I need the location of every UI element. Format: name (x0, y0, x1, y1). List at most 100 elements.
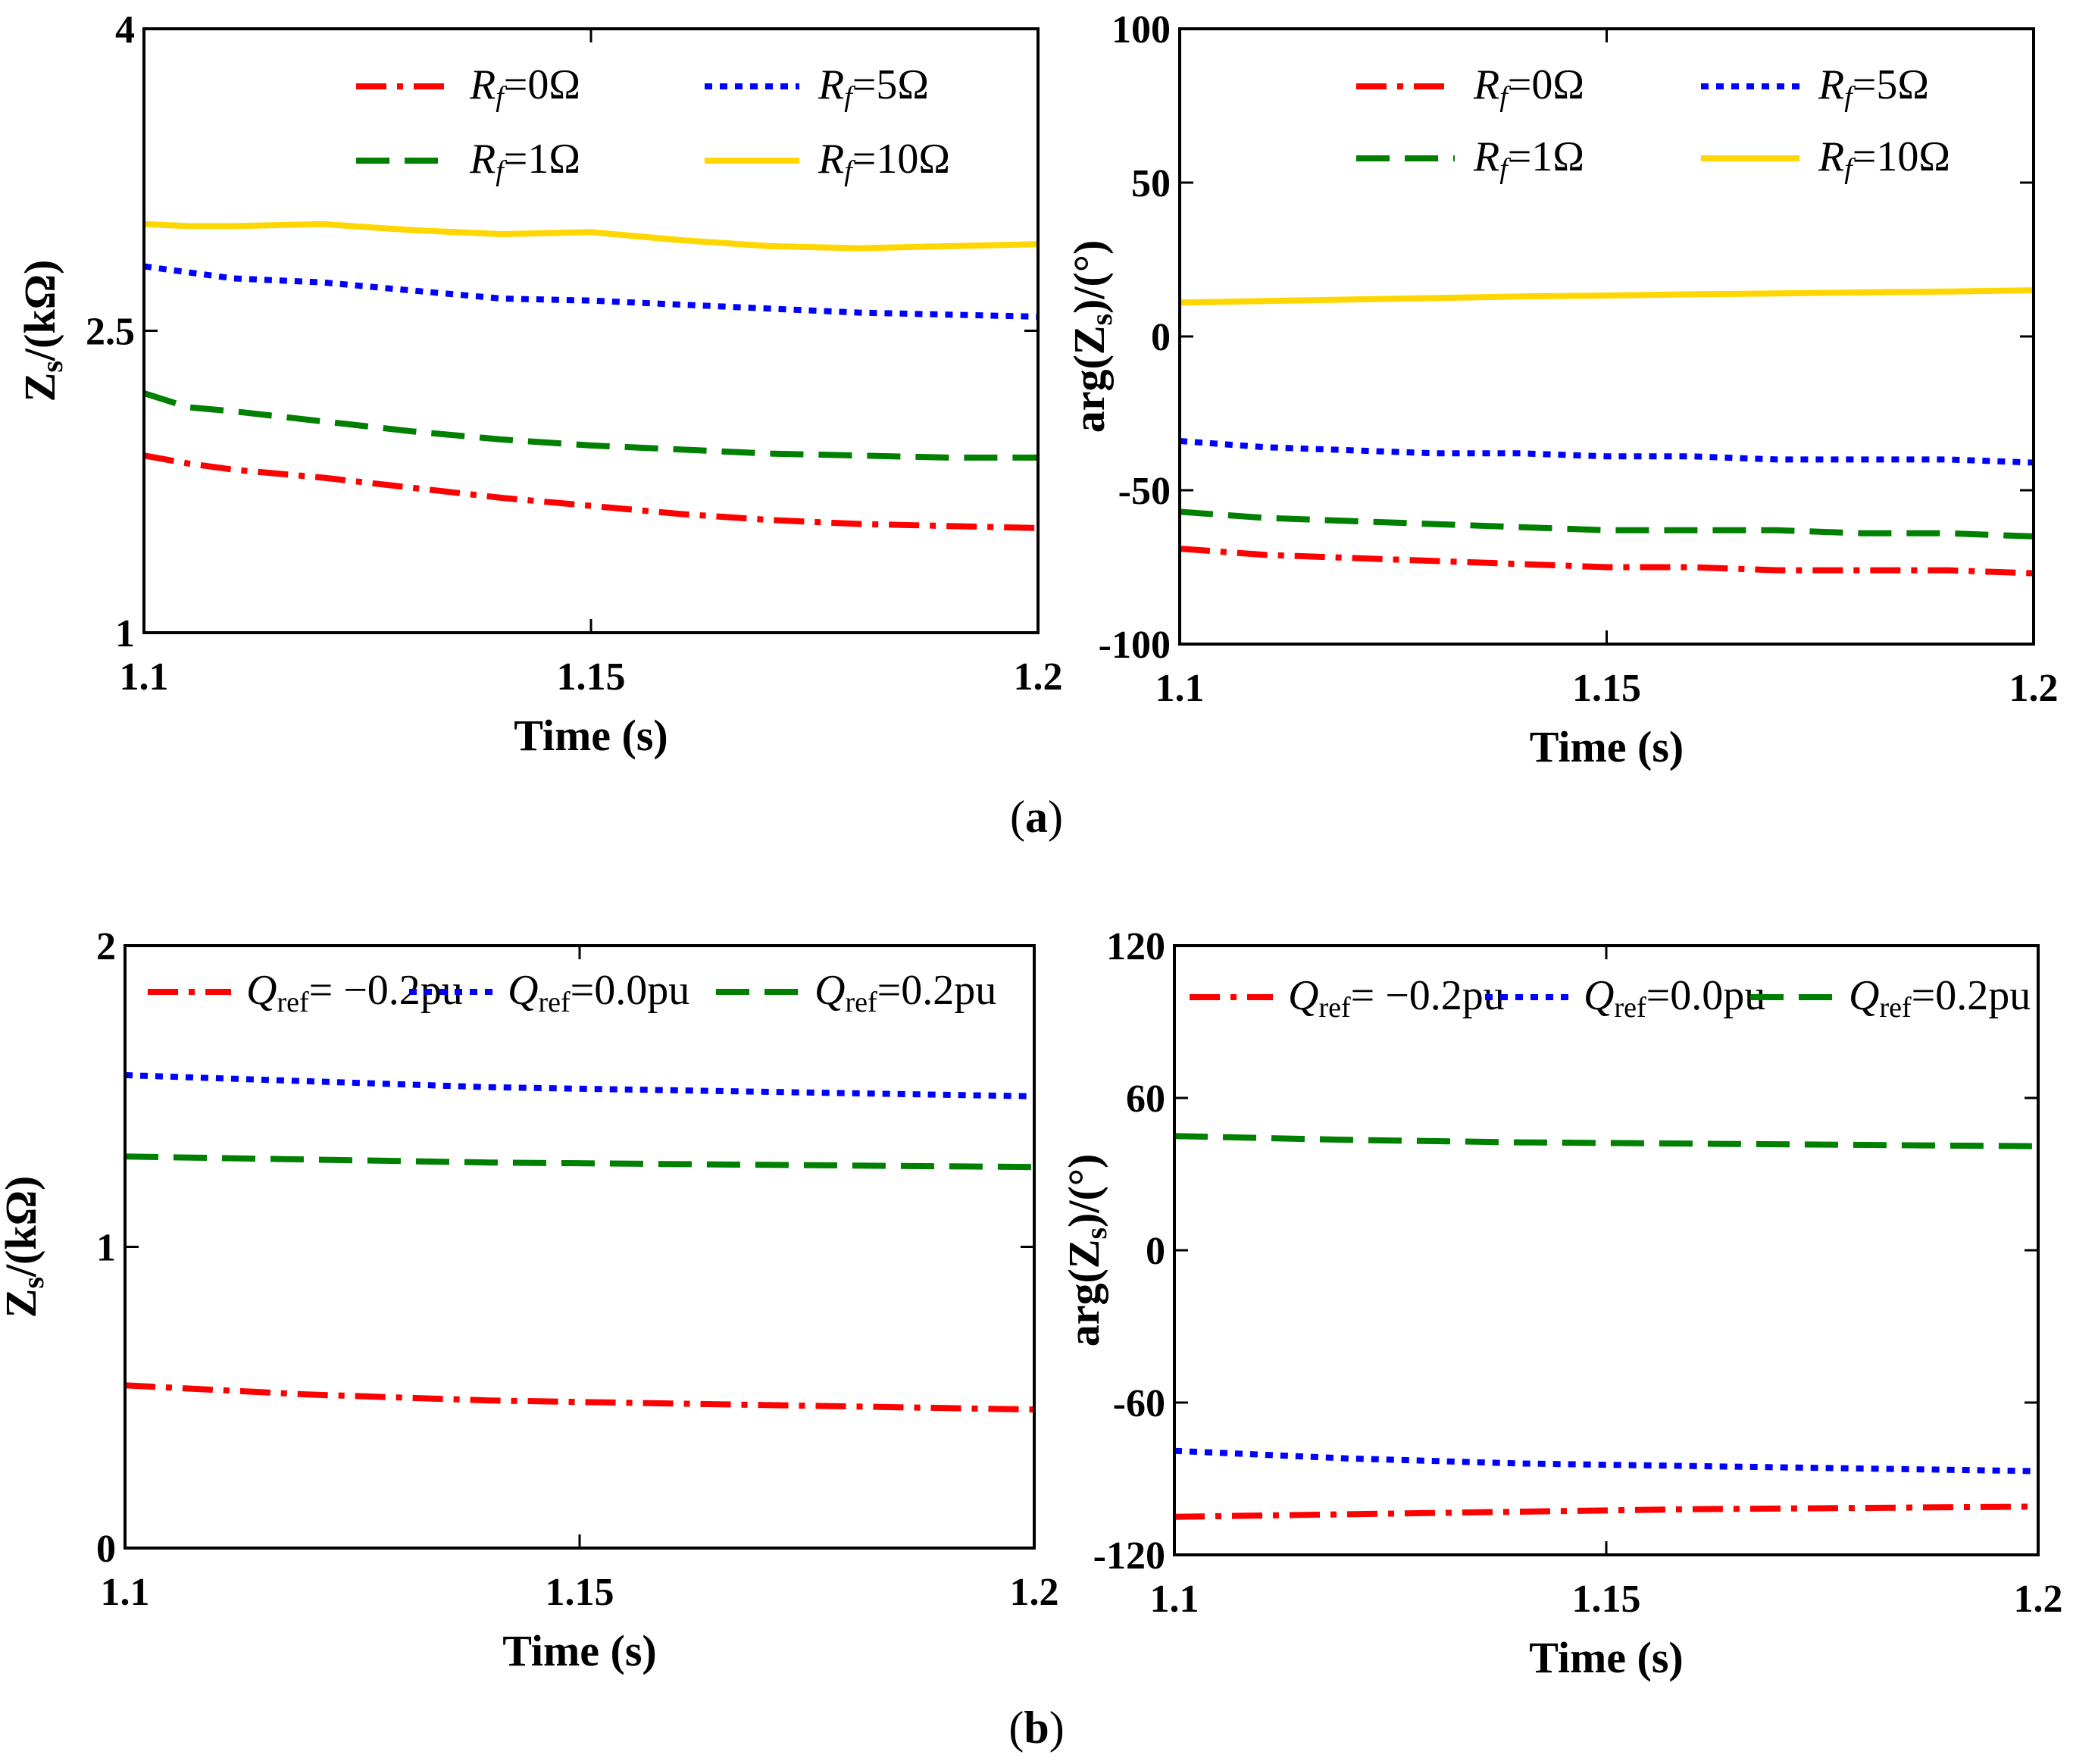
legend-label-1: Qref=0.0pu (508, 967, 689, 1018)
y-tick-label: 0 (1146, 1230, 1165, 1273)
series-line-3 (143, 220, 1039, 252)
x-tick-label: 1.2 (2014, 1578, 2063, 1621)
x-tick-label: 1.1 (1155, 667, 1205, 710)
y-axis-label-part: /(kΩ) (15, 260, 64, 361)
legend-subscript: ref (1318, 992, 1351, 1024)
series-line-0 (124, 1382, 1035, 1413)
legend-subscript: ref (1879, 992, 1912, 1024)
legend-label-2: Rf=5Ω (818, 61, 929, 113)
y-axis-label-part: arg(Z (1065, 326, 1114, 433)
y-axis-label-part: )/(°) (1065, 240, 1114, 314)
legend-label-0: Qref= −0.2pu (246, 967, 463, 1018)
legend-symbol: R (818, 136, 844, 183)
legend-value: =5Ω (852, 61, 929, 108)
x-tick-label: 1.15 (546, 1571, 614, 1614)
legend-label-2: Rf=5Ω (1818, 61, 1929, 113)
x-axis-label: Time (s) (1529, 1633, 1684, 1682)
x-tick-label: 1.1 (1150, 1578, 1199, 1621)
series-line-1 (1174, 1447, 2039, 1475)
legend-label-0: Qref= −0.2pu (1288, 972, 1505, 1024)
y-axis-label: arg(Zs)/(°) (1059, 1154, 1113, 1347)
y-axis-label-sub: s (1084, 314, 1118, 326)
series-line-3 (1179, 287, 2034, 306)
legend-label-2: Qref=0.2pu (1849, 972, 2031, 1024)
subfigure-paren: ( (1010, 792, 1025, 842)
series-line-2 (1174, 1133, 2039, 1149)
y-tick-label: -100 (1099, 624, 1171, 667)
legend-label-1: Rf=1Ω (469, 136, 580, 187)
y-axis-label-part: arg(Z (1059, 1240, 1108, 1347)
x-tick-label: 1.2 (2009, 667, 2059, 710)
legend-symbol: R (469, 136, 496, 183)
subfigure-letter: a (1025, 792, 1048, 842)
subfigure-paren: ) (1048, 792, 1063, 842)
legend-label-0: Rf=0Ω (1473, 61, 1584, 113)
plot-frame (1173, 944, 2040, 1556)
legend-symbol: Q (815, 967, 845, 1014)
series-line-2 (1179, 438, 2034, 466)
y-axis-label-part: )/(°) (1059, 1154, 1108, 1228)
x-tick-label: 1.15 (1572, 1578, 1641, 1621)
legend-value: =0.2pu (1912, 972, 2031, 1019)
legend-value: =0Ω (1508, 61, 1584, 108)
subfigure-label-a: (a) (1010, 792, 1063, 842)
y-tick-label: 0 (1151, 316, 1171, 359)
y-tick-label: 4 (115, 8, 135, 52)
legend-symbol: Q (1288, 972, 1318, 1019)
y-axis-label-sub: s (35, 361, 69, 373)
legend-value: =0.0pu (1646, 972, 1766, 1019)
plot-frame (124, 944, 1036, 1550)
x-axis-label: Time (s) (502, 1626, 657, 1675)
y-tick-label: 1 (96, 1227, 116, 1270)
legend-symbol: Q (508, 967, 538, 1014)
y-axis-label: Zs/(kΩ) (0, 1176, 50, 1318)
y-tick-label: 120 (1106, 925, 1165, 968)
y-axis-label-part: Z (0, 1289, 45, 1318)
x-axis-label: Time (s) (1530, 722, 1684, 771)
legend-label-2: Qref=0.2pu (815, 967, 996, 1018)
y-tick-label: 100 (1112, 8, 1171, 52)
y-axis-label: arg(Zs)/(°) (1065, 240, 1118, 433)
legend-subscript: ref (1614, 992, 1646, 1024)
legend-value: =10Ω (852, 136, 950, 183)
series-line-0 (1174, 1503, 2039, 1520)
x-axis-label: Time (s) (514, 711, 668, 760)
subfigure-paren: ( (1008, 1703, 1024, 1753)
legend-value: =10Ω (1853, 133, 1950, 180)
y-axis-label-sub: s (16, 1277, 50, 1289)
legend-subscript: ref (845, 987, 877, 1018)
y-axis-label-sub: s (1079, 1228, 1113, 1240)
series-line-2 (143, 263, 1039, 320)
y-axis-label: Zs/(kΩ) (15, 260, 69, 402)
x-tick-label: 1.2 (1010, 1571, 1059, 1614)
legend-label-1: Rf=1Ω (1473, 133, 1584, 185)
legend-value: =0Ω (504, 61, 580, 108)
legend-symbol: Q (1849, 972, 1879, 1019)
series-line-1 (1179, 508, 2034, 540)
legend-label-1: Qref=0.0pu (1584, 972, 1765, 1024)
y-tick-label: 60 (1126, 1077, 1165, 1121)
series-line-0 (143, 452, 1039, 531)
plot-frame (1178, 27, 2035, 646)
x-tick-label: 1.15 (557, 655, 626, 699)
plot-frame (142, 27, 1040, 634)
legend-symbol: R (1473, 133, 1499, 180)
x-tick-label: 1.15 (1572, 667, 1641, 710)
legend-subscript: ref (538, 987, 571, 1018)
legend-subscript: ref (277, 987, 309, 1018)
y-tick-label: 2 (96, 925, 116, 968)
series-line-1 (124, 1071, 1035, 1099)
legend-label-3: Rf=10Ω (818, 136, 950, 187)
legend-value: =1Ω (1508, 133, 1584, 180)
legend-symbol: R (1473, 61, 1499, 108)
series-line-2 (124, 1153, 1035, 1171)
y-axis-label-part: Z (15, 373, 64, 402)
legend-symbol: R (818, 61, 844, 108)
x-tick-label: 1.2 (1014, 655, 1063, 699)
legend-symbol: R (469, 61, 496, 108)
y-tick-label: -50 (1118, 470, 1171, 513)
y-axis-label-part: /(kΩ) (0, 1176, 45, 1278)
legend-value: =5Ω (1853, 61, 1929, 108)
panel-a-left-impedance-magnitude: 1.1 1.15 1.2 1 2.5 4 Time (s) Zs/(kΩ) Rf=0Ω Rf=5Ω… (15, 8, 1063, 760)
